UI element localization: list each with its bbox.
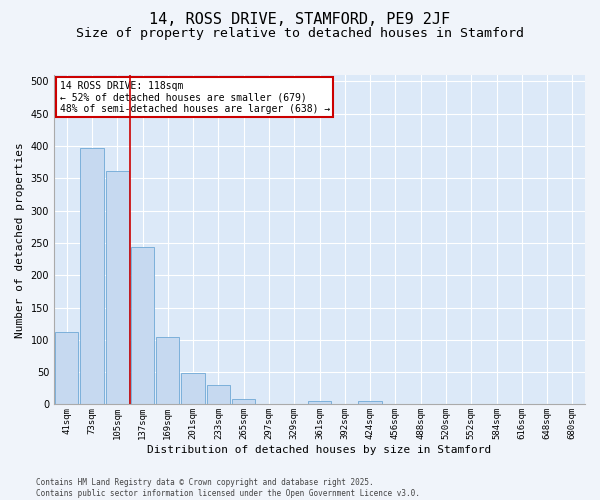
Bar xyxy=(232,399,256,404)
Bar xyxy=(358,401,382,404)
Bar xyxy=(131,248,154,404)
Bar xyxy=(80,148,104,405)
Bar xyxy=(55,332,79,404)
Text: 14 ROSS DRIVE: 118sqm
← 52% of detached houses are smaller (679)
48% of semi-det: 14 ROSS DRIVE: 118sqm ← 52% of detached … xyxy=(59,80,330,114)
Text: Contains HM Land Registry data © Crown copyright and database right 2025.
Contai: Contains HM Land Registry data © Crown c… xyxy=(36,478,420,498)
Bar xyxy=(308,400,331,404)
Bar xyxy=(156,336,179,404)
Bar xyxy=(106,170,129,404)
Y-axis label: Number of detached properties: Number of detached properties xyxy=(15,142,25,338)
Bar xyxy=(181,373,205,404)
Text: 14, ROSS DRIVE, STAMFORD, PE9 2JF: 14, ROSS DRIVE, STAMFORD, PE9 2JF xyxy=(149,12,451,28)
Text: Size of property relative to detached houses in Stamford: Size of property relative to detached ho… xyxy=(76,28,524,40)
Bar xyxy=(207,385,230,404)
X-axis label: Distribution of detached houses by size in Stamford: Distribution of detached houses by size … xyxy=(148,445,491,455)
